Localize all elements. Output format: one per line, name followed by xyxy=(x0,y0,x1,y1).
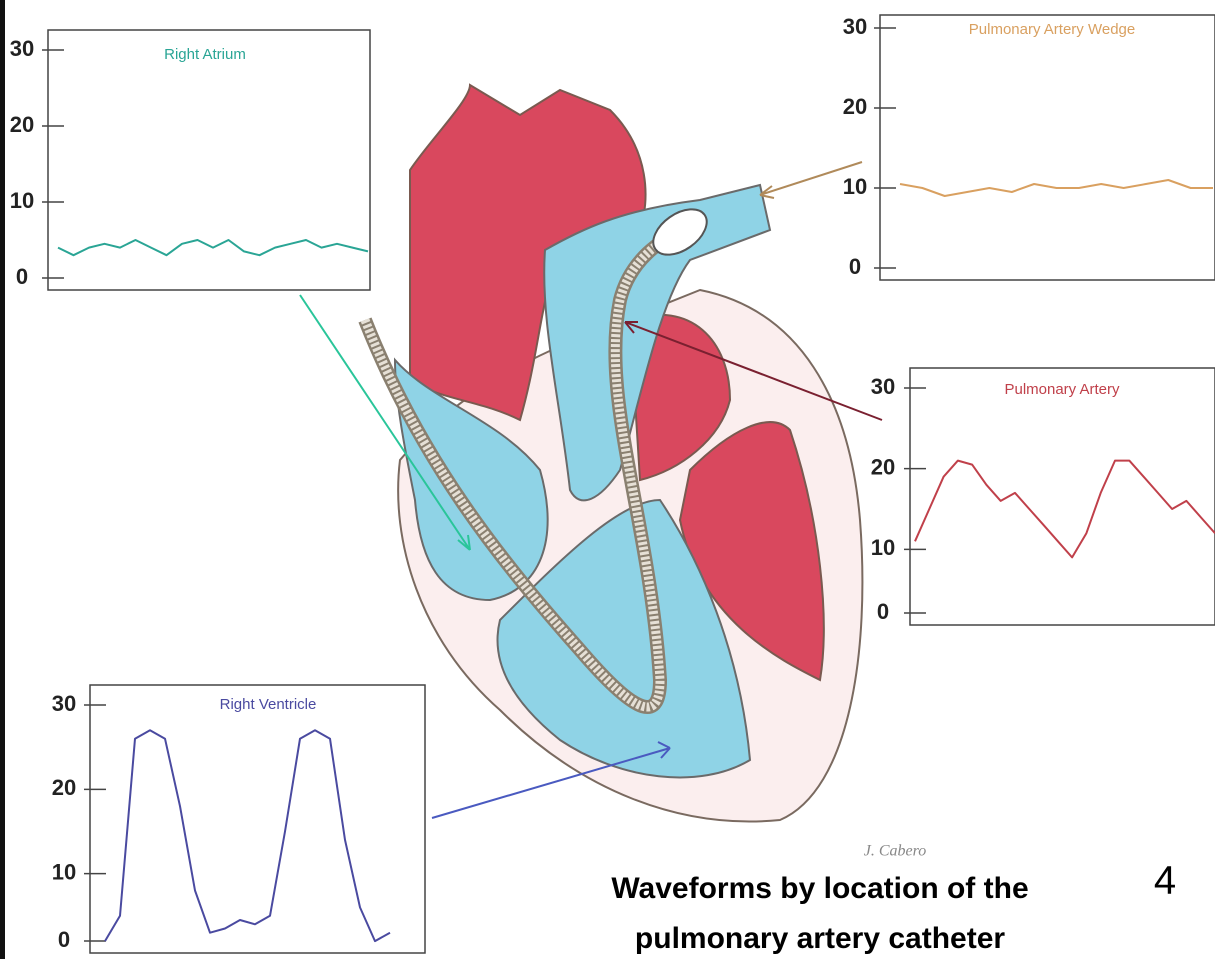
y-tick-label: 30 xyxy=(843,14,867,39)
chart-title: Right Atrium xyxy=(164,46,246,63)
y-tick-label: 20 xyxy=(871,454,895,479)
arrows xyxy=(299,161,883,819)
signature: J. Cabero xyxy=(864,843,927,860)
page-number: 4 xyxy=(1154,859,1176,903)
caption-line: pulmonary artery catheter xyxy=(635,922,1005,955)
waveform xyxy=(57,239,369,257)
y-tick-label: 20 xyxy=(843,94,867,119)
heart-illustration xyxy=(358,83,864,823)
y-tick-label: 0 xyxy=(849,254,861,279)
chart-frame xyxy=(909,367,1215,626)
waveform xyxy=(899,179,1213,197)
chart-frame xyxy=(47,29,371,291)
y-tick-label: 20 xyxy=(52,775,76,800)
chart-title: Pulmonary Artery Wedge xyxy=(969,21,1135,38)
y-tick-label: 10 xyxy=(843,174,867,199)
y-tick-label: 10 xyxy=(52,859,76,884)
y-tick-label: 30 xyxy=(52,691,76,716)
y-tick-label: 20 xyxy=(10,112,34,137)
chart-frame xyxy=(879,14,1215,281)
chart-title: Right Ventricle xyxy=(220,696,317,713)
waveform-charts: Right Atrium 0 10 20 30 Pulmonary Artery Wedg… xyxy=(10,14,1215,954)
caption-line: Waveforms by location of the xyxy=(611,872,1028,905)
y-tick-label: 0 xyxy=(16,264,28,289)
waveform xyxy=(104,729,391,943)
edge-bar xyxy=(0,0,5,959)
y-tick-label: 10 xyxy=(10,188,34,213)
chart-frame xyxy=(89,684,426,954)
y-tick-label: 30 xyxy=(871,374,895,399)
y-tick-label: 10 xyxy=(871,535,895,560)
y-tick-label: 30 xyxy=(10,36,34,61)
y-tick-label: 0 xyxy=(877,599,889,624)
y-tick-label: 0 xyxy=(58,927,70,952)
waveform xyxy=(914,459,1215,559)
chart-title: Pulmonary Artery xyxy=(1004,381,1120,398)
